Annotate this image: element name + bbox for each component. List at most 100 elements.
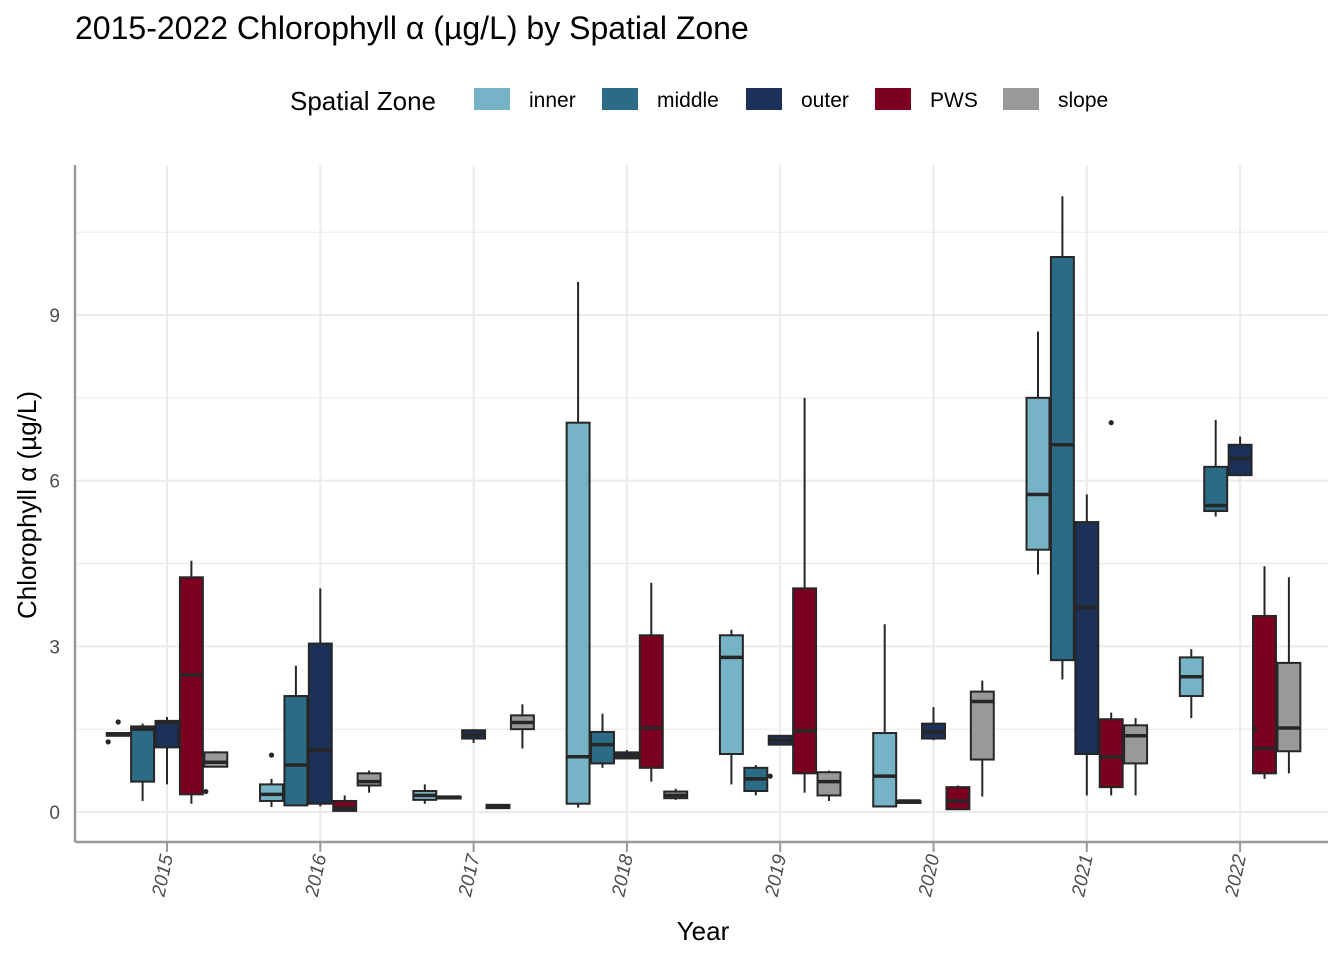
box-iqr — [130, 725, 156, 783]
box-middle-2018 — [590, 713, 615, 768]
x-tick-label: 2022 — [1221, 852, 1251, 899]
legend-swatch-outer — [746, 88, 782, 110]
outlier-point — [268, 752, 275, 758]
box-middle-2017 — [436, 795, 462, 800]
x-tick-label: 2015 — [148, 852, 178, 899]
box-inner-2017 — [412, 784, 438, 804]
legend-swatch-middle — [602, 88, 638, 110]
box-inner-2019 — [718, 629, 744, 785]
x-tick-label: 2021 — [1068, 853, 1098, 900]
box-outer-2020 — [921, 707, 946, 741]
y-tick-label: 6 — [49, 472, 60, 493]
outlier-point — [1108, 420, 1114, 426]
box-inner-2021 — [1025, 331, 1051, 575]
box-slope-2016 — [356, 770, 382, 793]
box-iqr — [1276, 661, 1302, 753]
box-iqr — [332, 799, 358, 812]
box-iqr — [718, 634, 744, 756]
outlier-point — [105, 739, 111, 745]
box-iqr — [1252, 614, 1277, 775]
legend-title: Spatial Zone — [290, 86, 436, 116]
box-inner-2015 — [105, 719, 131, 745]
x-tick-label: 2016 — [302, 852, 332, 899]
chart-title: 2015-2022 Chlorophyll α (µg/L) by Spatia… — [75, 10, 749, 46]
outlier-point — [115, 719, 121, 725]
box-iqr — [203, 751, 229, 768]
legend-swatch-inner — [474, 88, 510, 110]
box-pws-2019 — [792, 397, 818, 793]
legend-label-slope: slope — [1058, 89, 1108, 112]
legend-label-middle: middle — [657, 89, 719, 112]
box-pws-2018 — [638, 582, 664, 782]
box-inner-2020 — [872, 624, 898, 808]
box-inner-2022 — [1178, 649, 1204, 719]
legend: Spatial Zone inner middle outer PWS slop… — [290, 86, 1108, 116]
box-outer-2017 — [461, 729, 487, 743]
box-pws-2021 — [1098, 420, 1124, 796]
box-iqr — [1203, 465, 1229, 513]
box-slope-2019 — [816, 770, 842, 801]
box-pws-2016 — [332, 795, 358, 812]
box-iqr — [178, 576, 204, 796]
axes — [73, 165, 1328, 844]
box-middle-2022 — [1203, 419, 1229, 517]
box-iqr — [945, 786, 971, 811]
box-middle-2016 — [283, 665, 309, 807]
x-axis-title: Year — [677, 916, 730, 946]
box-middle-2020 — [896, 799, 922, 804]
box-slope-2020 — [969, 680, 995, 797]
box-iqr — [1025, 396, 1051, 551]
boxplots — [105, 196, 1302, 812]
box-iqr — [565, 421, 591, 805]
box-outer-2015 — [154, 717, 180, 785]
box-iqr — [1074, 521, 1100, 756]
box-pws-2015 — [178, 560, 204, 804]
box-outer-2016 — [307, 588, 333, 807]
box-outer-2022 — [1227, 436, 1253, 477]
y-axis-title: Chlorophyll α (µg/L) — [12, 391, 42, 619]
box-pws-2017 — [485, 803, 511, 810]
box-iqr — [1098, 718, 1124, 789]
y-tick-label: 9 — [49, 306, 60, 327]
box-outer-2019 — [767, 734, 793, 779]
box-middle-2019 — [743, 765, 769, 796]
legend-swatch-pws — [875, 88, 911, 110]
outlier-point — [767, 773, 773, 779]
box-iqr — [154, 719, 180, 749]
outlier-point — [1251, 726, 1258, 732]
box-pws-2020 — [945, 785, 971, 811]
legend-swatch-slope — [1003, 88, 1039, 110]
box-iqr — [816, 771, 842, 797]
box-slope-2021 — [1123, 718, 1149, 796]
box-iqr — [590, 730, 615, 765]
y-tick-label: 3 — [49, 637, 60, 658]
outlier-point — [203, 788, 209, 795]
box-iqr — [872, 732, 898, 808]
box-iqr — [283, 695, 309, 807]
box-outer-2018 — [614, 750, 640, 760]
box-inner-2018 — [565, 281, 591, 808]
box-iqr — [969, 690, 995, 761]
box-iqr — [356, 772, 382, 787]
x-tick-label: 2020 — [915, 852, 945, 899]
box-outer-2021 — [1074, 494, 1100, 796]
x-tick-label: 2017 — [455, 851, 485, 899]
box-slope-2017 — [509, 704, 535, 749]
box-iqr — [1049, 256, 1075, 662]
legend-label-outer: outer — [801, 89, 849, 112]
box-iqr — [638, 634, 664, 769]
box-iqr — [307, 642, 333, 805]
box-iqr — [792, 587, 818, 775]
y-tick-label: 0 — [49, 803, 60, 824]
box-slope-2022 — [1276, 577, 1302, 774]
box-pws-2022 — [1251, 566, 1277, 779]
x-tick-label: 2019 — [762, 852, 792, 899]
box-slope-2015 — [203, 751, 229, 795]
legend-label-inner: inner — [529, 89, 576, 112]
x-tick-label: 2018 — [608, 852, 638, 899]
box-inner-2016 — [259, 752, 284, 808]
box-middle-2021 — [1049, 196, 1075, 680]
box-slope-2018 — [663, 788, 689, 800]
legend-label-pws: PWS — [930, 89, 978, 112]
